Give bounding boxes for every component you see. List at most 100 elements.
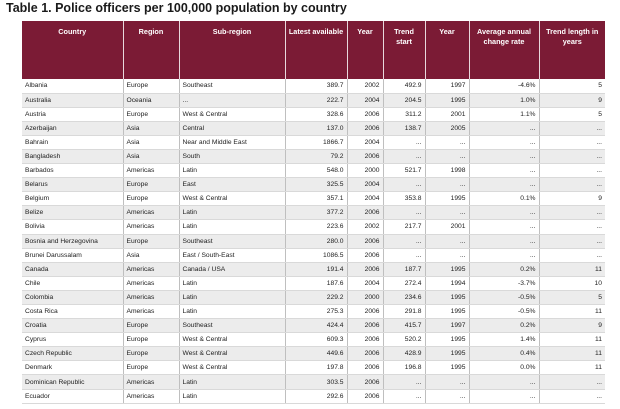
table-cell: ...	[424, 234, 469, 249]
table-cell: ...	[468, 219, 539, 235]
table-cell: 2006	[346, 234, 383, 249]
table-cell: West & Central	[178, 360, 285, 376]
table-cell: 280.0	[284, 234, 347, 249]
table-cell: Latin	[178, 219, 285, 235]
table-cell: 197.8	[284, 360, 347, 376]
table-cell: 291.8	[382, 304, 425, 320]
table-cell: Americas	[122, 290, 179, 306]
table-cell: 0.0%	[468, 360, 539, 376]
table-cell: 2002	[346, 79, 383, 94]
table-cell: 2006	[346, 374, 383, 390]
table-cell: 1995	[424, 191, 469, 207]
table-row: Denmark Europe West & Central 197.8 2006 196.…	[22, 360, 605, 376]
table-row: Belgium Europe West & Central 357.1 2004 353.…	[22, 191, 605, 207]
table-cell: ...	[468, 121, 539, 136]
table-cell: 2004	[346, 135, 383, 150]
table-cell: 2004	[346, 276, 383, 291]
table-cell: 428.9	[382, 346, 425, 362]
table-cell: West & Central	[178, 107, 285, 122]
table-cell: ...	[468, 163, 539, 179]
table-cell: Central	[178, 121, 285, 136]
table-cell: ...	[468, 135, 539, 150]
table-cell: 424.4	[284, 318, 347, 334]
table-cell: 2006	[346, 248, 383, 263]
table-cell: Costa Rica	[22, 304, 123, 320]
table-cell: 303.5	[284, 374, 347, 390]
table-cell: West & Central	[178, 191, 285, 207]
table-cell: 9	[538, 93, 605, 108]
table-cell: -0.5%	[468, 290, 539, 306]
table-cell: 2006	[346, 304, 383, 320]
table-cell: Latin	[178, 304, 285, 320]
table-cell: 2006	[346, 121, 383, 136]
table-cell: ...	[468, 234, 539, 249]
table-row: Austria Europe West & Central 328.6 2006 311.…	[22, 107, 605, 122]
table-cell: Belgium	[22, 191, 123, 207]
table-cell: ...	[382, 177, 425, 193]
table-cell: Southeast	[178, 234, 285, 249]
table-cell: ...	[382, 135, 425, 150]
table-cell: 1866.7	[284, 135, 347, 150]
table-cell: ...	[538, 121, 605, 136]
table-cell: 1086.5	[284, 248, 347, 263]
table-cell: Americas	[122, 163, 179, 179]
table-cell: 0.2%	[468, 318, 539, 334]
table-cell: 328.6	[284, 107, 347, 122]
table-cell: 2006	[346, 107, 383, 122]
table-row: Albania Europe Southeast 389.7 2002 492.9 1997…	[22, 79, 605, 94]
table-cell: 2000	[346, 290, 383, 306]
table-cell: Belarus	[22, 177, 123, 193]
table-cell: Latin	[178, 163, 285, 179]
table-cell: 2005	[424, 121, 469, 136]
table-cell: 2001	[424, 219, 469, 235]
table-cell: Denmark	[22, 360, 123, 376]
table-cell: 138.7	[382, 121, 425, 136]
table-cell: 234.6	[382, 290, 425, 306]
table-cell: ...	[538, 177, 605, 193]
column-header: Sub-region	[178, 21, 285, 79]
table-cell: Ecuador	[22, 389, 123, 404]
table-cell: 217.7	[382, 219, 425, 235]
table-cell: 1995	[424, 262, 469, 277]
table-cell: 1997	[424, 318, 469, 334]
table-cell: 2000	[346, 163, 383, 179]
table-cell: ...	[538, 205, 605, 221]
table-cell: 0.2%	[468, 262, 539, 277]
table-cell: ...	[424, 177, 469, 193]
table-cell: 5	[538, 107, 605, 122]
table-cell: 492.9	[382, 79, 425, 94]
table-row: Belize Americas Latin 377.2 2006............	[22, 205, 605, 221]
table-cell: Americas	[122, 205, 179, 221]
table-cell: ...	[538, 248, 605, 263]
table-cell: 11	[538, 304, 605, 320]
table-cell: 1995	[424, 346, 469, 362]
table-cell: ...	[424, 149, 469, 165]
table-cell: ...	[538, 234, 605, 249]
table-cell: 1.4%	[468, 332, 539, 348]
table-cell: 0.4%	[468, 346, 539, 362]
table-cell: 5	[538, 290, 605, 306]
table-cell: 1995	[424, 304, 469, 320]
table-cell: Americas	[122, 304, 179, 320]
table-cell: ...	[424, 374, 469, 390]
table-cell: 0.1%	[468, 191, 539, 207]
table-cell: 9	[538, 318, 605, 334]
table-cell: ...	[538, 374, 605, 390]
table-row: Bahrain Asia Near and Middle East 1866.7 200…	[22, 135, 605, 150]
table-cell: Latin	[178, 374, 285, 390]
table-cell: 2002	[346, 219, 383, 235]
table-cell: 229.2	[284, 290, 347, 306]
table-cell: 275.3	[284, 304, 347, 320]
table-cell: 187.6	[284, 276, 347, 291]
police-officers-table: Country Region Sub-region Latest availab…	[22, 21, 605, 404]
table-cell: 2004	[346, 93, 383, 108]
table-cell: 187.7	[382, 262, 425, 277]
table-cell: West & Central	[178, 332, 285, 348]
table-cell: 79.2	[284, 149, 347, 165]
table-cell: Canada / USA	[178, 262, 285, 277]
table-cell: Americas	[122, 389, 179, 404]
table-cell: 292.6	[284, 389, 347, 404]
column-header: Average annual change rate	[468, 21, 539, 79]
table-cell: 1997	[424, 79, 469, 94]
column-header: Year	[346, 21, 383, 79]
